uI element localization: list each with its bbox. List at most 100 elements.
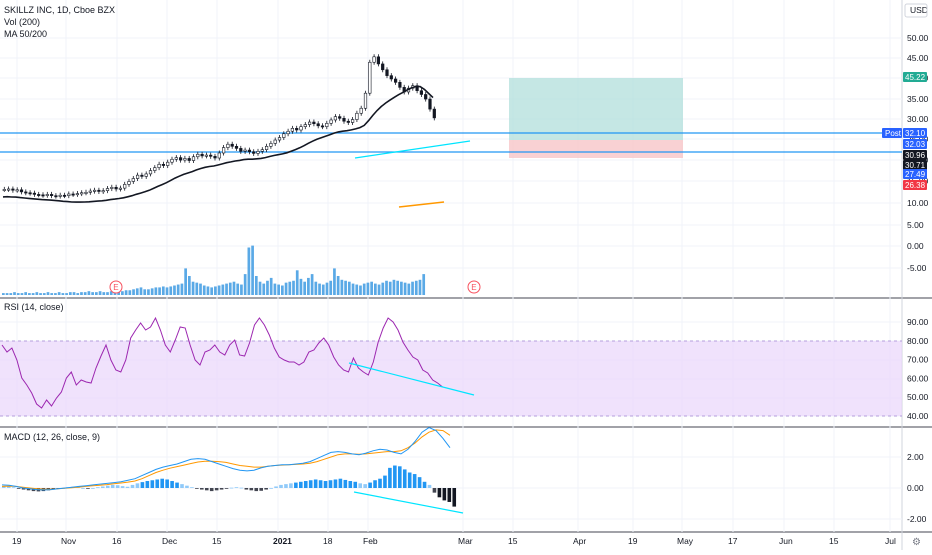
volume-bar: [385, 280, 388, 295]
macd-histogram-bar: [299, 481, 303, 488]
macd-histogram-bar: [254, 488, 259, 492]
rsi-pane-title[interactable]: RSI (14, close): [4, 302, 64, 312]
candle: [432, 108, 436, 119]
candle: [140, 174, 144, 177]
macd-histogram-bar: [81, 488, 85, 489]
volume-bar: [314, 281, 318, 295]
volume-bar: [35, 292, 39, 295]
volume-bar: [269, 277, 273, 295]
volume-bar: [288, 281, 292, 295]
macd-histogram-bar: [279, 484, 283, 488]
symbol-title[interactable]: SKILLZ INC, 1D, Cboe BZX: [4, 5, 116, 15]
volume-bar: [135, 288, 139, 295]
macd-histogram-bar: [140, 482, 145, 488]
time-axis-label: 19: [628, 536, 638, 546]
macd-histogram-bar: [91, 488, 95, 489]
volume-bar: [340, 279, 344, 295]
candle: [131, 178, 135, 182]
price-tag: [903, 72, 927, 82]
candle: [385, 69, 389, 76]
macd-histogram-bar: [289, 483, 293, 488]
volume-bar: [39, 293, 42, 295]
rsi-axis-tick: 50.00: [907, 392, 929, 402]
volume-bar: [392, 279, 396, 295]
price-axis-tick: 45.00: [907, 53, 929, 63]
macd-histogram-bar: [274, 486, 278, 488]
volume-bar: [87, 291, 91, 295]
candle: [350, 119, 355, 123]
candle: [325, 123, 329, 127]
macd-histogram-bar: [442, 488, 447, 501]
candle: [247, 149, 252, 153]
macd-histogram-bar: [422, 481, 427, 488]
time-axis-label: Jun: [779, 536, 793, 546]
volume-bar: [359, 285, 362, 295]
candle: [213, 156, 217, 159]
macd-histogram-bar: [363, 484, 367, 488]
price-tag-value: 26.38: [905, 181, 926, 190]
post-market-label: Post: [885, 129, 902, 138]
macd-pane-title[interactable]: MACD (12, 26, close, 9): [4, 432, 101, 442]
volume-bar: [169, 286, 173, 295]
macd-histogram-bar: [6, 486, 11, 488]
volume-bar: [28, 293, 31, 295]
volume-bar: [143, 289, 147, 295]
volume-bar: [65, 293, 68, 295]
volume-bar: [266, 280, 269, 295]
volume-bar: [102, 292, 106, 295]
candle: [204, 154, 209, 157]
candle: [303, 124, 307, 127]
macd-axis-tick: 0.00: [907, 483, 924, 493]
volume-bar: [381, 282, 385, 295]
candle: [419, 90, 424, 95]
volume-bar: [318, 283, 321, 295]
price-tag: [903, 160, 927, 170]
rsi-axis-tick: 70.00: [907, 355, 929, 365]
price-axis-tick: 30.00: [907, 114, 929, 124]
macd-histogram-bar: [204, 488, 209, 491]
candle: [54, 195, 58, 198]
volume-bar: [388, 281, 392, 295]
macd-histogram-bar: [165, 479, 169, 488]
volume-bar: [228, 282, 232, 295]
volume-bar: [154, 287, 158, 295]
time-axis-label: 19: [12, 536, 22, 546]
candle: [2, 189, 6, 191]
time-axis-label: 16: [112, 536, 122, 546]
price-axis-tick: 0.00: [907, 241, 924, 251]
candle: [428, 98, 432, 110]
volume-indicator-label[interactable]: Vol (200): [4, 17, 41, 27]
candle: [316, 123, 320, 127]
candle: [355, 112, 359, 120]
earnings-marker-label: E: [113, 283, 118, 292]
candle: [24, 191, 28, 194]
macd-histogram-bar: [308, 480, 313, 488]
candle: [290, 128, 295, 132]
volume-bar: [195, 282, 199, 295]
macd-histogram-bar: [284, 484, 288, 488]
volume-bar: [236, 283, 240, 295]
volume-bar: [336, 276, 340, 295]
moving-average-label[interactable]: MA 50/200: [4, 29, 48, 39]
candle: [359, 107, 363, 114]
candle: [114, 186, 118, 190]
candle: [67, 193, 71, 196]
candle: [71, 193, 75, 196]
macd-histogram-bar: [383, 475, 387, 488]
volume-bar: [362, 283, 366, 295]
volume-bar: [310, 274, 314, 295]
candle: [243, 149, 247, 152]
currency-box: [904, 3, 928, 18]
rsi-axis-tick: 40.00: [907, 411, 929, 421]
candle: [424, 94, 428, 100]
volume-bar: [333, 268, 336, 295]
rsi-trendline: [348, 362, 475, 396]
candle: [174, 157, 178, 160]
candle: [166, 161, 170, 166]
macd-histogram-bar: [393, 465, 397, 488]
volume-bar: [139, 287, 143, 295]
rsi-axis-tick: 90.00: [907, 317, 929, 327]
price-tag: [903, 169, 927, 179]
